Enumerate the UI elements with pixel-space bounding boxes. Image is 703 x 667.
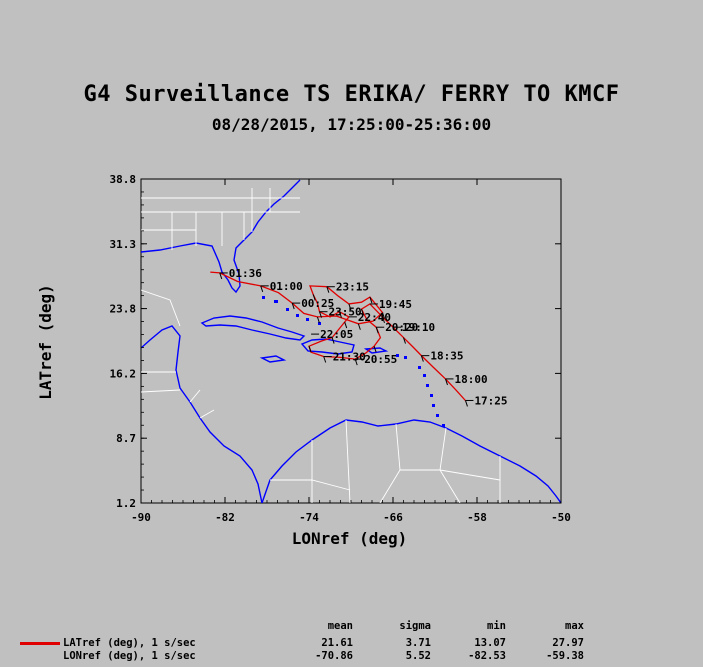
legend-line-lat <box>20 642 60 645</box>
axes: -90 -82 -74 -66 -58 -50 1.2 8.7 16.2 23.8 31.3 38.8 <box>110 173 571 524</box>
track-tick <box>348 303 352 311</box>
y-axis-label: LATref (deg) <box>36 284 55 400</box>
track-tick <box>403 337 406 344</box>
stats-header-max: max <box>565 620 584 632</box>
time-label: 21:30 <box>333 351 366 364</box>
stats-max: 27.97 <box>552 637 584 649</box>
time-label: 18:00 <box>455 373 488 386</box>
time-label: 23:50 <box>329 306 362 319</box>
time-label: 22:40 <box>358 311 391 324</box>
time-label: 22:05 <box>320 328 353 341</box>
track-tick <box>361 308 364 316</box>
stats-header-row: mean sigma min max <box>0 620 703 633</box>
chart-title: G4 Surveillance TS ERIKA/ FERRY TO KMCF <box>83 82 620 107</box>
coastline-central-america <box>141 325 263 503</box>
stats-mean: -70.86 <box>315 650 353 662</box>
x-tick-label: -82 <box>215 511 235 524</box>
y-tick-label: 31.3 <box>110 238 137 251</box>
flight-track <box>210 271 468 407</box>
time-label: 17:25 <box>474 394 507 407</box>
track-tick <box>219 272 223 280</box>
coastline-hispaniola <box>300 338 355 355</box>
track-tick <box>316 316 320 324</box>
track-tick <box>344 321 348 329</box>
background-map <box>141 179 561 503</box>
stats-header-mean: mean <box>327 620 353 632</box>
track-tick <box>338 311 342 318</box>
y-tick-label: 38.8 <box>110 173 137 186</box>
time-labels: 17:25 18:00 18:35 19:10 19:45 20:20 20:5521:30… <box>219 267 508 407</box>
y-tick-label: 16.2 <box>110 367 137 380</box>
coastline-jamaica <box>259 355 287 363</box>
track-tick <box>331 337 335 344</box>
track-tick <box>357 323 361 330</box>
track-tick <box>445 378 448 386</box>
track-tick <box>373 346 377 353</box>
stats-max: -59.38 <box>546 650 584 662</box>
x-axis-label: LONref (deg) <box>0 529 703 548</box>
y-tick-label: 23.8 <box>110 303 137 316</box>
track-line <box>210 271 466 401</box>
track-tick <box>464 400 468 407</box>
plot-area <box>140 178 562 504</box>
x-tick-label: -50 <box>551 511 571 524</box>
stats-min: 13.07 <box>474 637 506 649</box>
track-tick <box>291 302 295 310</box>
stats-row-lat: LATref (deg), 1 s/sec 21.61 3.71 13.07 2… <box>0 637 703 650</box>
y-tick-label: 1.2 <box>116 497 136 510</box>
time-label: 20:20 <box>385 321 418 334</box>
track-tick <box>382 312 385 319</box>
track-tick <box>319 311 322 318</box>
y-tick-label: 8.7 <box>116 432 136 445</box>
time-label: 20:55 <box>364 353 397 366</box>
time-label: 01:00 <box>270 280 303 293</box>
chart-subtitle: 08/28/2015, 17:25:00-25:36:00 <box>211 115 492 134</box>
track-tick <box>260 285 264 293</box>
stats-row-lon: LONref (deg), 1 s/sec -70.86 5.52 -82.53… <box>0 650 703 663</box>
time-label: 19:10 <box>402 321 435 334</box>
stats-sigma: 3.71 <box>405 637 431 649</box>
track-tick <box>382 316 385 324</box>
political-boundaries <box>141 188 501 503</box>
bahamas <box>262 296 321 325</box>
track-tick <box>323 356 327 363</box>
track-tick <box>312 294 316 301</box>
time-label: 01:36 <box>229 267 262 280</box>
x-axis-label-text: LONref (deg) <box>291 529 408 548</box>
track-tick <box>420 355 424 362</box>
stats-sigma: 5.52 <box>405 650 431 662</box>
time-label: 00:25 <box>301 297 334 310</box>
x-tick-label: -90 <box>131 511 151 524</box>
stats-row-name: LONref (deg), 1 s/sec <box>63 650 196 662</box>
time-label: 18:35 <box>430 350 463 363</box>
coastline-cuba <box>200 315 306 341</box>
x-tick-label: -74 <box>299 511 319 524</box>
x-tick-label: -66 <box>383 511 403 524</box>
track-tick <box>375 327 379 334</box>
stats-mean: 21.61 <box>321 637 353 649</box>
stats-header-sigma: sigma <box>399 620 431 632</box>
track-tick <box>354 358 358 366</box>
x-tick-label: -58 <box>467 511 487 524</box>
stats-header-min: min <box>487 620 506 632</box>
stats-min: -82.53 <box>468 650 506 662</box>
coastline-south-america <box>261 419 561 503</box>
stats-row-name: LATref (deg), 1 s/sec <box>63 637 196 649</box>
track-tick <box>369 296 373 304</box>
lesser-antilles <box>396 354 445 427</box>
time-label: 23:15 <box>336 281 369 294</box>
time-label: 19:45 <box>379 298 412 311</box>
track-tick <box>326 286 330 293</box>
track-tick <box>308 346 312 353</box>
